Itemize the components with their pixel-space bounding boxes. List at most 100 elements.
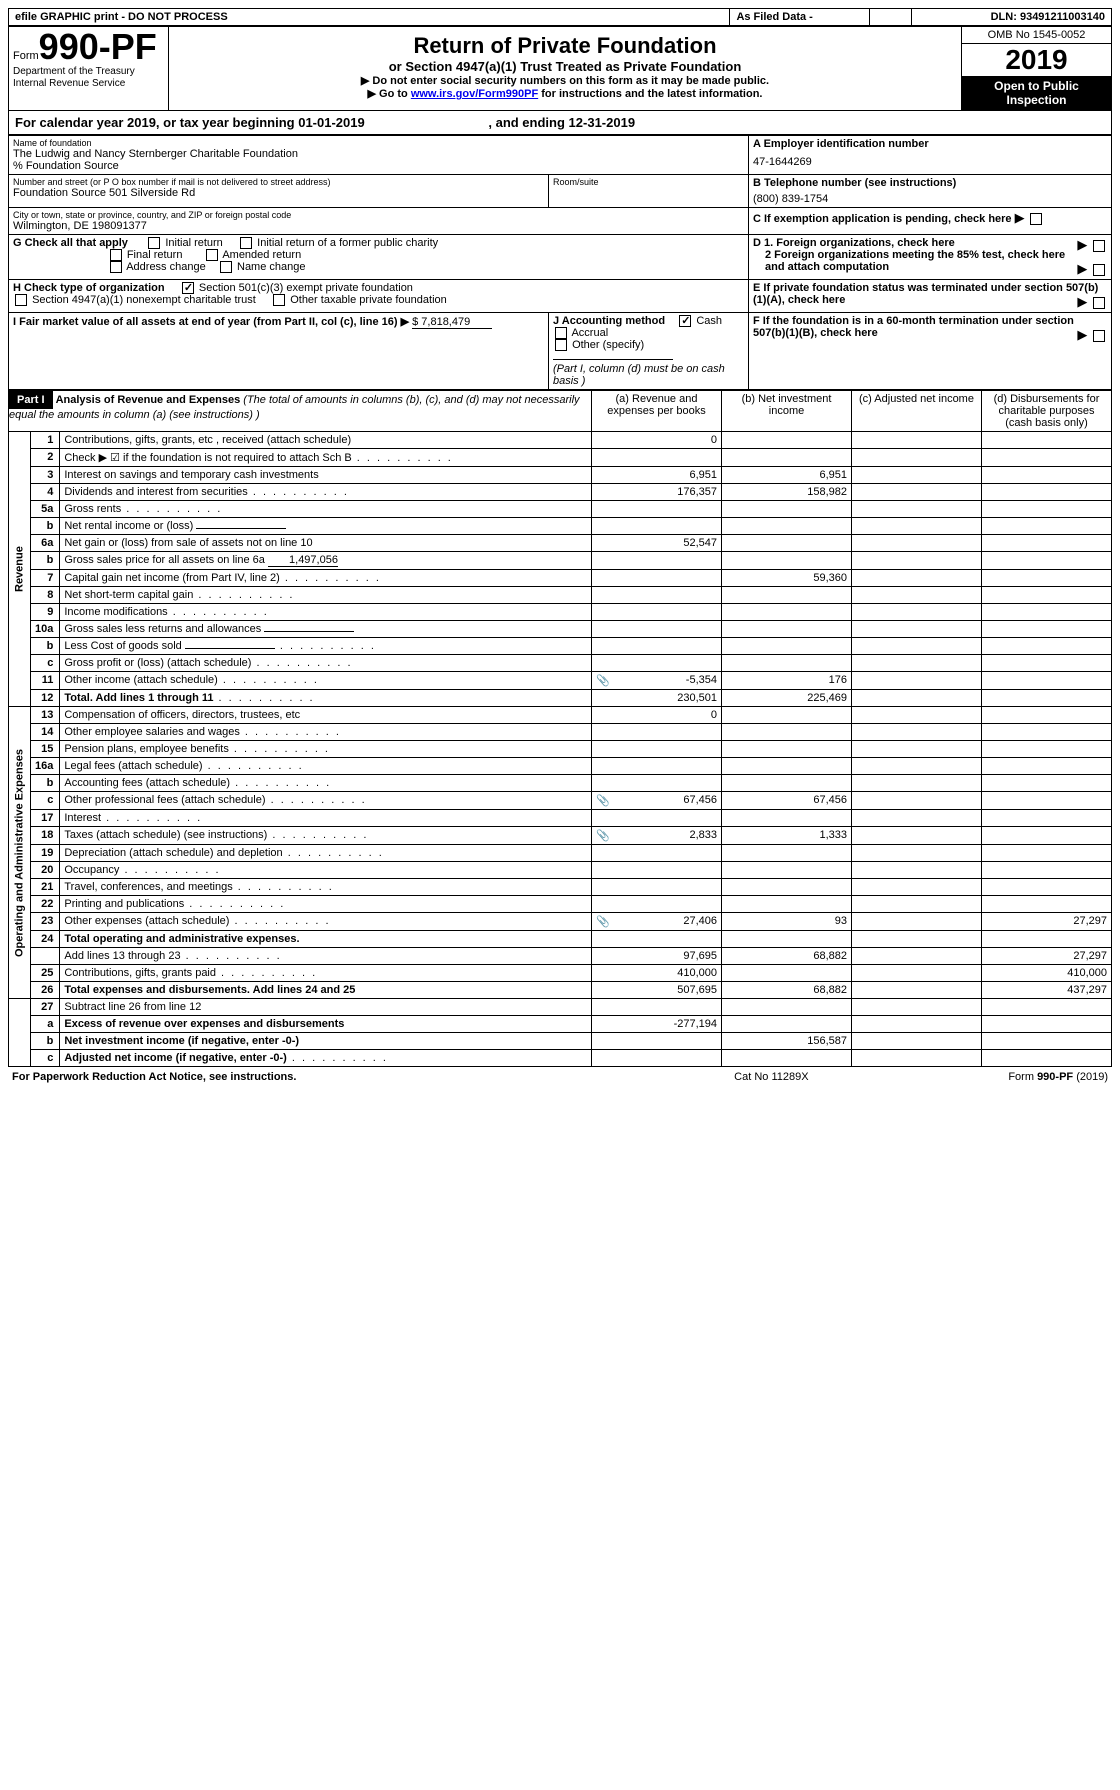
amount-cell xyxy=(592,621,722,638)
table-row: 7Capital gain net income (from Part IV, … xyxy=(9,570,1112,587)
page-footer: For Paperwork Reduction Act Notice, see … xyxy=(8,1067,1112,1085)
line-number: b xyxy=(31,518,60,535)
amount-cell xyxy=(592,1050,722,1067)
line-number: 4 xyxy=(31,484,60,501)
amount-cell xyxy=(982,552,1112,570)
amount-cell xyxy=(982,758,1112,775)
j-note: (Part I, column (d) must be on cash basi… xyxy=(553,363,725,387)
care-of: % Foundation Source xyxy=(13,160,744,172)
j-other-checkbox[interactable] xyxy=(555,339,567,351)
amount-cell xyxy=(592,604,722,621)
amount-cell xyxy=(592,931,722,948)
amount-cell xyxy=(852,896,982,913)
line-description: Interest xyxy=(60,810,592,827)
g-initial-former-checkbox[interactable] xyxy=(240,237,252,249)
amount-cell xyxy=(982,810,1112,827)
irs-link[interactable]: www.irs.gov/Form990PF xyxy=(411,88,538,100)
amount-cell xyxy=(722,931,852,948)
e-checkbox[interactable] xyxy=(1093,297,1105,309)
d2-checkbox[interactable] xyxy=(1093,264,1105,276)
amount-cell xyxy=(982,931,1112,948)
h-other-checkbox[interactable] xyxy=(273,294,285,306)
amount-cell xyxy=(982,672,1112,690)
amount-cell xyxy=(982,1016,1112,1033)
table-row: aExcess of revenue over expenses and dis… xyxy=(9,1016,1112,1033)
g-initial-checkbox[interactable] xyxy=(148,237,160,249)
g-final-checkbox[interactable] xyxy=(110,249,122,261)
amount-cell xyxy=(592,587,722,604)
d1-checkbox[interactable] xyxy=(1093,240,1105,252)
amount-cell: 437,297 xyxy=(982,982,1112,999)
amount-cell xyxy=(982,792,1112,810)
amount-cell xyxy=(982,707,1112,724)
line-description: Subtract line 26 from line 12 xyxy=(60,999,592,1016)
h-501c3-checkbox[interactable] xyxy=(182,282,194,294)
public-inspection-badge: Open to Public Inspection xyxy=(962,76,1111,110)
amount-cell xyxy=(592,518,722,535)
amount-cell: 410,000 xyxy=(592,965,722,982)
table-row: 27Subtract line 26 from line 12 xyxy=(9,999,1112,1016)
table-row: 18Taxes (attach schedule) (see instructi… xyxy=(9,827,1112,845)
footer-left: For Paperwork Reduction Act Notice, see … xyxy=(8,1067,677,1085)
amount-cell xyxy=(722,518,852,535)
table-row: 15Pension plans, employee benefits xyxy=(9,741,1112,758)
name-label: Name of foundation xyxy=(13,138,744,148)
attach-icon[interactable]: 📎 xyxy=(596,794,610,807)
amount-cell: 225,469 xyxy=(722,690,852,707)
amount-cell xyxy=(722,965,852,982)
amount-cell xyxy=(982,449,1112,467)
j-cash-checkbox[interactable] xyxy=(679,315,691,327)
line-number: b xyxy=(31,1033,60,1050)
ein-label: A Employer identification number xyxy=(753,138,1107,150)
table-row: 11Other income (attach schedule)📎-5,3541… xyxy=(9,672,1112,690)
amount-cell xyxy=(982,501,1112,518)
line-number: a xyxy=(31,1016,60,1033)
h-4947-checkbox[interactable] xyxy=(15,294,27,306)
footer-right: Form 990-PF (2019) xyxy=(866,1067,1112,1085)
attach-icon[interactable]: 📎 xyxy=(596,915,610,928)
amount-cell xyxy=(852,724,982,741)
amount-cell xyxy=(722,758,852,775)
amount-cell xyxy=(852,587,982,604)
g-name-checkbox[interactable] xyxy=(220,261,232,273)
amount-cell xyxy=(852,690,982,707)
line-description: Other expenses (attach schedule) xyxy=(60,913,592,931)
g-address-checkbox[interactable] xyxy=(110,261,122,273)
line-description: Capital gain net income (from Part IV, l… xyxy=(60,570,592,587)
amount-cell: 27,297 xyxy=(982,913,1112,931)
amount-cell: 176,357 xyxy=(592,484,722,501)
amount-cell xyxy=(852,965,982,982)
amount-cell: 507,695 xyxy=(592,982,722,999)
table-row: 12Total. Add lines 1 through 11230,50122… xyxy=(9,690,1112,707)
line-description: Other income (attach schedule) xyxy=(60,672,592,690)
f-checkbox[interactable] xyxy=(1093,330,1105,342)
line-number: 22 xyxy=(31,896,60,913)
dln-cell: DLN: 93491211003140 xyxy=(912,9,1112,26)
table-row: bGross sales price for all assets on lin… xyxy=(9,552,1112,570)
table-row: 17Interest xyxy=(9,810,1112,827)
line-number: 3 xyxy=(31,467,60,484)
amount-cell xyxy=(852,501,982,518)
amount-cell: 68,882 xyxy=(722,982,852,999)
amount-cell xyxy=(852,570,982,587)
line-number: 21 xyxy=(31,879,60,896)
j-accrual-checkbox[interactable] xyxy=(555,327,567,339)
table-row: Revenue1Contributions, gifts, grants, et… xyxy=(9,432,1112,449)
ein-value: 47-1644269 xyxy=(753,150,1107,168)
attach-icon[interactable]: 📎 xyxy=(596,829,610,842)
amount-cell xyxy=(852,775,982,792)
amount-cell xyxy=(722,638,852,655)
amount-cell xyxy=(592,879,722,896)
dept-line-1: Department of the Treasury xyxy=(13,66,135,77)
attach-icon[interactable]: 📎 xyxy=(596,674,610,687)
street-address: Foundation Source 501 Silverside Rd xyxy=(13,187,544,199)
line-description: Accounting fees (attach schedule) xyxy=(60,775,592,792)
amount-cell: 93 xyxy=(722,913,852,931)
amount-cell: 0 xyxy=(592,707,722,724)
amount-cell xyxy=(722,775,852,792)
amount-cell: 68,882 xyxy=(722,948,852,965)
amount-cell: 230,501 xyxy=(592,690,722,707)
g-amended-checkbox[interactable] xyxy=(206,249,218,261)
c-checkbox[interactable] xyxy=(1030,213,1042,225)
line-description: Travel, conferences, and meetings xyxy=(60,879,592,896)
